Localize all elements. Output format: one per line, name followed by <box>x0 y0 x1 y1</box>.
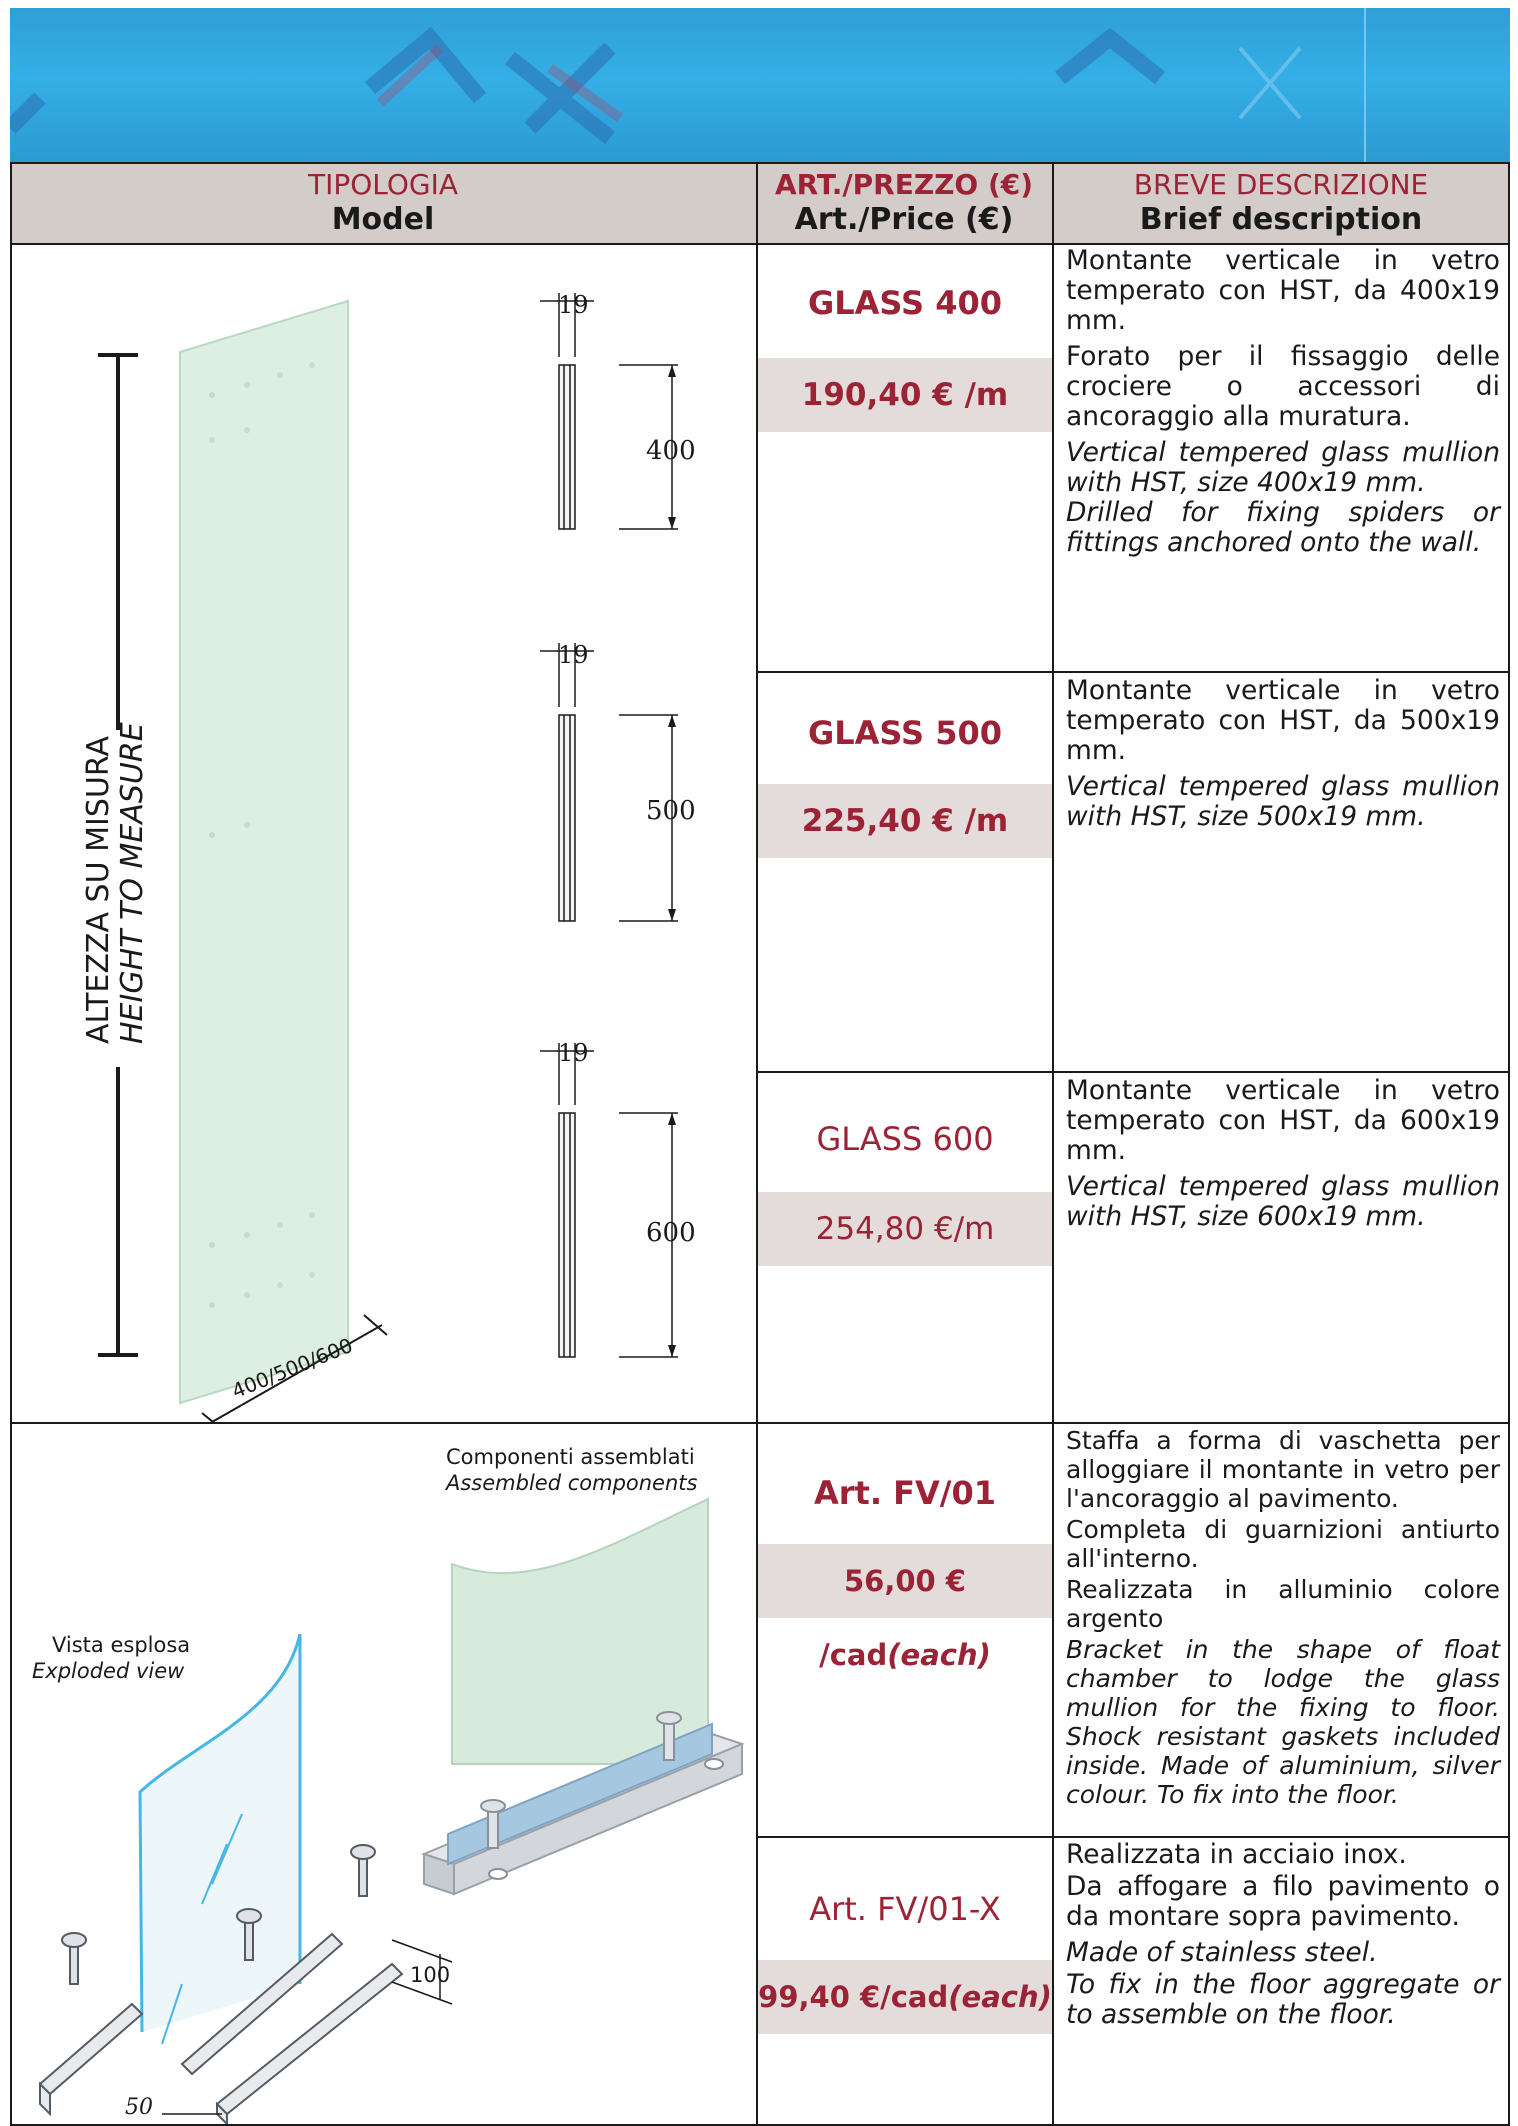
desc-en: Vertical tempered glass mullion with HST… <box>1066 437 1500 498</box>
banner-pattern-icon <box>10 8 1366 163</box>
exploded-label-en: Exploded view <box>32 1659 185 1683</box>
product-price-glass-400: 190,40 € /m <box>758 358 1052 432</box>
product-code-glass-600: GLASS 600 <box>816 1120 994 1158</box>
dim-width-label: 50 <box>125 2095 153 2120</box>
product-desc-glass-600: Montante verticale in vetro temperato co… <box>1066 1076 1500 1238</box>
header-description: BREVE DESCRIZIONE Brief description <box>1052 162 1510 244</box>
header-price: ART./PREZZO (€) Art./Price (€) <box>756 162 1052 244</box>
header-price-en: Art./Price (€) <box>794 202 1014 237</box>
desc-it: Montante verticale in vetro temperato co… <box>1066 675 1500 766</box>
header-model-en: Model <box>331 202 435 237</box>
header-model: TIPOLOGIA Model <box>10 162 756 244</box>
product-price-fv01x: 99,40 €/cad(each) <box>758 1960 1052 2034</box>
decorative-banner <box>10 8 1510 163</box>
profile-thickness-2: 19 <box>558 641 589 669</box>
assembled-label-en: Assembled components <box>446 1471 698 1495</box>
header-model-it: TIPOLOGIA <box>307 168 459 201</box>
price-each: (each) <box>948 1980 1052 2014</box>
desc-it: Montante verticale in vetro temperato co… <box>1066 1075 1500 1166</box>
desc-it: Montante verticale in vetro temperato co… <box>1066 245 1500 336</box>
product-code-glass-500: GLASS 500 <box>807 714 1002 752</box>
height-label-it: ALTEZZA SU MISURA <box>81 736 116 1044</box>
product-desc-glass-500: Montante verticale in vetro temperato co… <box>1066 676 1500 838</box>
desc-it: Staffa a forma di vaschetta per alloggia… <box>1066 1426 1500 1513</box>
desc-en: To fix in the floor aggregate or to asse… <box>1066 1969 1500 2030</box>
divider <box>756 1071 1510 1073</box>
divider <box>10 243 1510 245</box>
desc-en: Vertical tempered glass mullion with HST… <box>1066 771 1500 832</box>
profile-depth-1: 400 <box>646 436 696 466</box>
divider <box>1508 162 1510 2126</box>
desc-it: Realizzata in alluminio colore argento <box>1066 1575 1500 1633</box>
height-label: ALTEZZA SU MISURA HEIGHT TO MEASURE <box>81 722 150 1044</box>
desc-en: Made of stainless steel. <box>1066 1937 1378 1968</box>
glass-panel-icon <box>179 299 349 1405</box>
profile-depth-3: 600 <box>646 1218 696 1248</box>
product-code-fv01: Art. FV/01 <box>814 1474 996 1512</box>
profile-thickness-1: 19 <box>558 291 589 319</box>
product-desc-fv01x: Realizzata in acciaio inox. Da affogare … <box>1066 1840 1500 2036</box>
desc-it: Realizzata in acciaio inox. <box>1066 1839 1407 1870</box>
desc-en: Vertical tempered glass mullion with HST… <box>1066 1171 1500 1232</box>
desc-en: Bracket in the shape of float chamber to… <box>1066 1635 1500 1809</box>
product-code-glass-400: GLASS 400 <box>807 284 1002 322</box>
height-label-en: HEIGHT TO MEASURE <box>115 722 150 1044</box>
divider <box>10 1422 1510 1424</box>
exploded-label-it: Vista esplosa <box>52 1633 191 1657</box>
divider <box>1052 162 1054 2126</box>
desc-en: Drilled for fixing spiders or fittings a… <box>1066 497 1500 558</box>
divider <box>10 162 1510 164</box>
product-code-fv01x: Art. FV/01-X <box>809 1890 1001 1928</box>
desc-it: Da affogare a filo pavimento o da montar… <box>1066 1871 1500 1932</box>
divider <box>10 162 12 2126</box>
product-desc-fv01: Staffa a forma di vaschetta per alloggia… <box>1066 1426 1500 1815</box>
header-description-en: Brief description <box>1139 202 1423 237</box>
divider <box>756 1836 1510 1838</box>
dim-height-label: 100 <box>410 1963 451 1987</box>
divider <box>10 2124 1510 2126</box>
assembled-label-it: Componenti assemblati <box>446 1445 695 1469</box>
desc-it: Completa di guarnizioni antiurto all'int… <box>1066 1515 1500 1573</box>
product-table: TIPOLOGIA Model ART./PREZZO (€) Art./Pri… <box>10 162 1510 2126</box>
exploded-label: Vista esplosa Exploded view <box>32 1632 190 1684</box>
header-description-it: BREVE DESCRIZIONE <box>1133 168 1429 201</box>
product-desc-glass-400: Montante verticale in vetro temperato co… <box>1066 246 1500 564</box>
price-each: (each) <box>887 1638 991 1672</box>
divider <box>756 162 758 2126</box>
assembled-label: Componenti assemblati Assembled componen… <box>446 1444 697 1496</box>
product-price-fv01: 56,00 € /cad(each) <box>758 1544 1052 1672</box>
profile-depth-2: 500 <box>646 796 696 826</box>
profile-thickness-3: 19 <box>558 1039 589 1067</box>
price-main: 56,00 € /cad <box>819 1564 966 1672</box>
product-price-glass-600: 254,80 €/m <box>758 1192 1052 1266</box>
header-price-it: ART./PREZZO (€) <box>774 168 1034 201</box>
price-main: 99,40 €/cad <box>758 1980 949 2014</box>
glass-mullion-drawing <box>98 293 678 1422</box>
desc-it: Forato per il fissaggio delle crociere o… <box>1066 341 1500 432</box>
divider <box>756 671 1510 673</box>
bracket-drawing <box>38 1497 745 2126</box>
product-price-glass-500: 225,40 € /m <box>758 784 1052 858</box>
